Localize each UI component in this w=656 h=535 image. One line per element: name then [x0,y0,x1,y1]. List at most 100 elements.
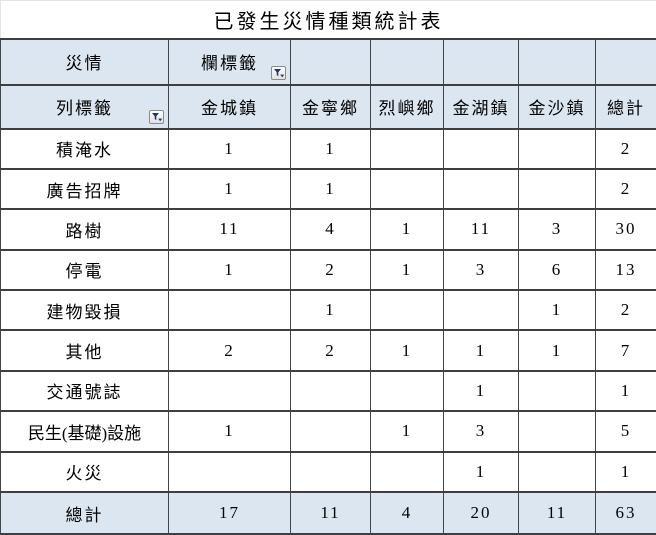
table-row: 停電 1 2 1 3 6 13 [0,248,656,292]
column-header-grand-total: 總計 [595,83,656,130]
table-row: 民生(基礎)設施 1 1 3 5 [0,410,656,453]
column-header-jincheng: 金城鎮 [168,83,291,130]
table-row: 交通號誌 1 1 [0,369,656,413]
total-cell: 63 [595,491,656,535]
table-row: 路樹 11 4 1 11 3 30 [0,208,656,251]
empty-header-cell [595,37,656,86]
data-cell [370,369,444,413]
row-label: 積淹水 [0,127,169,170]
data-cell: 1 [595,450,656,493]
data-cell: 1 [168,167,291,211]
total-cell: 17 [168,491,291,535]
data-cell [518,410,596,453]
row-filter-funnel-icon[interactable] [149,109,164,124]
empty-header-cell [518,37,596,86]
column-header-jinhu: 金湖鎮 [443,83,519,130]
data-cell: 2 [290,248,371,292]
row-label: 其他 [0,329,169,372]
table-row: 火災 1 1 [0,450,656,493]
data-cell [370,450,444,493]
data-cell: 1 [370,410,444,453]
data-cell: 2 [595,288,656,332]
data-cell: 1 [168,410,291,453]
column-header-jinning: 金寧鄉 [290,83,371,130]
column-filter-funnel-icon[interactable] [271,65,286,80]
data-cell [518,167,596,211]
data-cell [168,369,291,413]
data-cell: 3 [443,248,519,292]
data-cell: 3 [518,208,596,251]
data-cell: 1 [518,288,596,332]
data-cell [370,288,444,332]
corner-cell: 災情 [0,37,169,86]
data-cell [518,369,596,413]
data-cell: 1 [168,248,291,292]
total-cell: 20 [443,491,519,535]
data-cell: 13 [595,248,656,292]
data-cell [370,127,444,170]
data-cell: 30 [595,208,656,251]
row-label: 火災 [0,450,169,493]
data-cell [518,450,596,493]
page-title: 已發生災情種類統計表 [0,0,656,40]
table-row: 建物毀損 1 1 2 [0,288,656,332]
data-cell [168,450,291,493]
row-label: 停電 [0,248,169,292]
data-cell: 11 [168,208,291,251]
data-cell [290,410,371,453]
total-cell: 11 [518,491,596,535]
row-label: 廣告招牌 [0,167,169,211]
row-label: 路樹 [0,208,169,251]
data-cell [168,288,291,332]
data-cell: 11 [443,208,519,251]
total-row-label: 總計 [0,491,169,535]
data-cell: 1 [443,450,519,493]
table-row: 積淹水 1 1 2 [0,127,656,170]
data-cell: 2 [595,167,656,211]
empty-header-cell [370,37,444,86]
data-cell [518,127,596,170]
data-cell: 1 [290,127,371,170]
column-header-jinsha: 金沙鎮 [518,83,596,130]
column-header-lieyu: 烈嶼鄉 [370,83,444,130]
data-cell [290,450,371,493]
data-cell: 2 [595,127,656,170]
empty-header-cell [443,37,519,86]
row-field-cell: 列標籤 [0,83,169,130]
data-cell: 1 [168,127,291,170]
data-cell [443,167,519,211]
row-label: 交通號誌 [0,369,169,413]
empty-header-cell [290,37,371,86]
data-cell: 1 [518,329,596,372]
table-row: 其他 2 2 1 1 1 7 [0,329,656,372]
data-cell: 4 [290,208,371,251]
column-field-label: 欄標籤 [201,54,258,73]
data-cell: 1 [290,167,371,211]
data-cell: 7 [595,329,656,372]
data-cell: 1 [595,369,656,413]
row-label: 民生(基礎)設施 [0,410,169,453]
data-cell: 6 [518,248,596,292]
data-cell [443,288,519,332]
data-cell: 2 [290,329,371,372]
data-cell: 1 [443,369,519,413]
data-cell: 1 [370,329,444,372]
data-cell: 1 [370,208,444,251]
data-cell: 5 [595,410,656,453]
row-label: 建物毀損 [0,288,169,332]
data-cell [290,369,371,413]
grand-total-row: 總計 17 11 4 20 11 63 [0,491,656,535]
column-field-cell: 欄標籤 [168,37,291,86]
table-row: 廣告招牌 1 1 2 [0,167,656,211]
data-cell: 1 [370,248,444,292]
total-cell: 4 [370,491,444,535]
data-cell: 3 [443,410,519,453]
row-field-label: 列標籤 [56,99,113,118]
data-cell: 1 [443,329,519,372]
data-cell [370,167,444,211]
total-cell: 11 [290,491,371,535]
data-cell [443,127,519,170]
data-cell: 2 [168,329,291,372]
